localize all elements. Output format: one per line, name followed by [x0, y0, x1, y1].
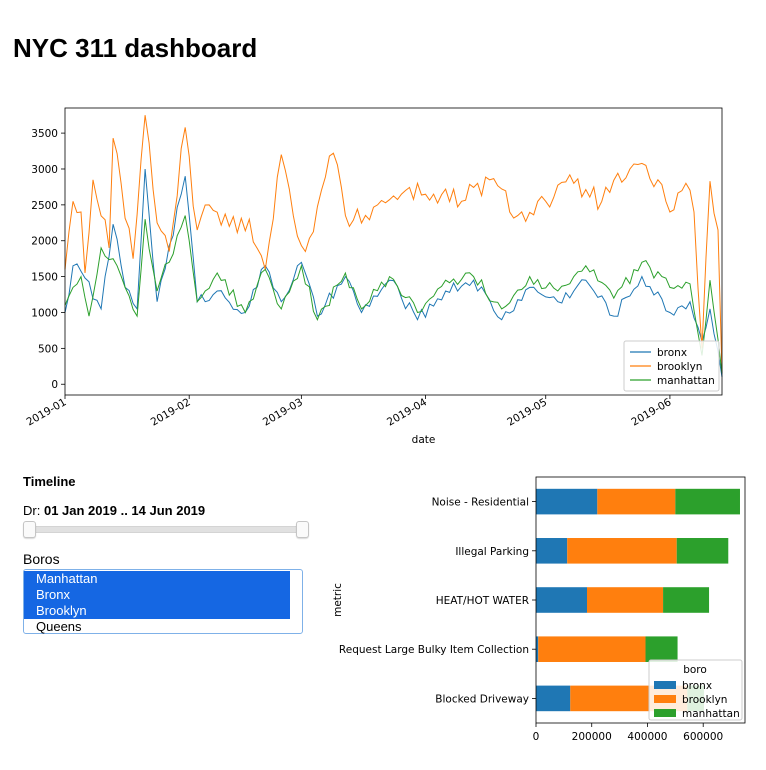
boro-option-manhattan[interactable]: Manhattan	[24, 571, 290, 587]
bar-brooklyn	[567, 538, 677, 564]
legend-swatch-brooklyn	[654, 695, 676, 703]
y-tick-label: 500	[38, 343, 58, 355]
x-tick-label: 600000	[683, 731, 723, 743]
x-tick-label: 2019-02	[149, 396, 193, 428]
boros-multiselect[interactable]: Manhattan Bronx Brooklyn Queens	[23, 569, 303, 634]
y-tick-label: 3000	[31, 164, 58, 176]
legend-label-brooklyn: brooklyn	[657, 361, 702, 373]
y-tick-label: 0	[51, 379, 58, 391]
series-line-brooklyn	[64, 115, 723, 374]
legend-label-bronx: bronx	[657, 347, 687, 359]
legend-title: boro	[683, 664, 707, 676]
bar-manhattan	[645, 636, 678, 662]
bar-bronx	[536, 587, 587, 613]
bar-bronx	[536, 538, 568, 564]
legend-label-brooklyn: brooklyn	[682, 694, 727, 706]
x-tick-label: 2019-03	[261, 396, 305, 428]
date-range-slider[interactable]	[23, 520, 309, 540]
x-tick-label: 2019-05	[505, 396, 549, 428]
date-range-label: Dr: 01 Jan 2019 .. 14 Jun 2019	[23, 503, 205, 518]
boro-option-queens[interactable]: Queens	[36, 619, 82, 634]
bar-brooklyn	[597, 488, 676, 515]
boros-label: Boros	[23, 551, 60, 567]
bar-brooklyn	[586, 587, 664, 613]
series-line-bronx	[64, 168, 723, 378]
series-line-manhattan	[64, 215, 723, 374]
timeline-title: Timeline	[23, 474, 76, 489]
y-tick-label: 2000	[31, 236, 58, 248]
x-tick-label: 2019-06	[629, 396, 673, 428]
y-axis-label: metric	[332, 583, 344, 617]
date-range-value: 01 Jan 2019 .. 14 Jun 2019	[43, 503, 206, 518]
bar-plot-frame	[535, 476, 746, 724]
bar-legend	[648, 659, 743, 721]
bar-bronx	[536, 488, 598, 515]
bar-manhattan	[675, 488, 740, 515]
bar-chart: Noise - Residential Illegal Parking HEAT/H…	[332, 476, 746, 743]
line-legend	[623, 340, 720, 392]
legend-swatch-manhattan	[654, 709, 676, 717]
bar-bronx	[536, 636, 539, 662]
slider-start-handle[interactable]	[23, 521, 36, 538]
plot-frame	[64, 107, 723, 396]
y-tick-label: 1000	[31, 307, 58, 319]
legend-label-manhattan: manhattan	[657, 375, 715, 387]
x-tick-label: 0	[533, 731, 540, 743]
legend-label-manhattan: manhattan	[682, 708, 740, 720]
bar-bronx	[536, 685, 571, 712]
date-range-prefix: Dr:	[23, 503, 41, 518]
boro-option-brooklyn[interactable]: Brooklyn	[24, 603, 290, 619]
slider-end-handle[interactable]	[296, 521, 309, 538]
line-chart: 0 500 1000 1500 2000 2500 3000 3500 2019-01 2019-…	[25, 107, 723, 446]
boro-option-bronx[interactable]: Bronx	[24, 587, 290, 603]
y-tick-label: 3500	[31, 128, 58, 140]
bar-manhattan	[676, 538, 729, 564]
x-tick-label: 200000	[572, 731, 612, 743]
slider-track[interactable]	[23, 526, 309, 533]
page-title: NYC 311 dashboard	[13, 33, 258, 63]
category-label: HEAT/HOT WATER	[436, 595, 529, 607]
legend-label-bronx: bronx	[682, 680, 712, 692]
category-label: Noise - Residential	[432, 497, 529, 509]
category-label: Request Large Bulky Item Collection	[339, 644, 529, 656]
category-label: Illegal Parking	[455, 546, 529, 558]
bar-brooklyn	[538, 636, 646, 662]
category-label: Blocked Driveway	[435, 693, 529, 705]
y-tick-label: 1500	[31, 272, 58, 284]
y-tick-label: 2500	[31, 200, 58, 212]
x-tick-label: 2019-04	[385, 396, 429, 428]
bar-manhattan	[663, 587, 710, 613]
x-tick-label: 2019-01	[25, 396, 69, 428]
legend-swatch-bronx	[654, 681, 676, 689]
x-axis-label: date	[412, 434, 436, 446]
x-tick-label: 400000	[627, 731, 667, 743]
